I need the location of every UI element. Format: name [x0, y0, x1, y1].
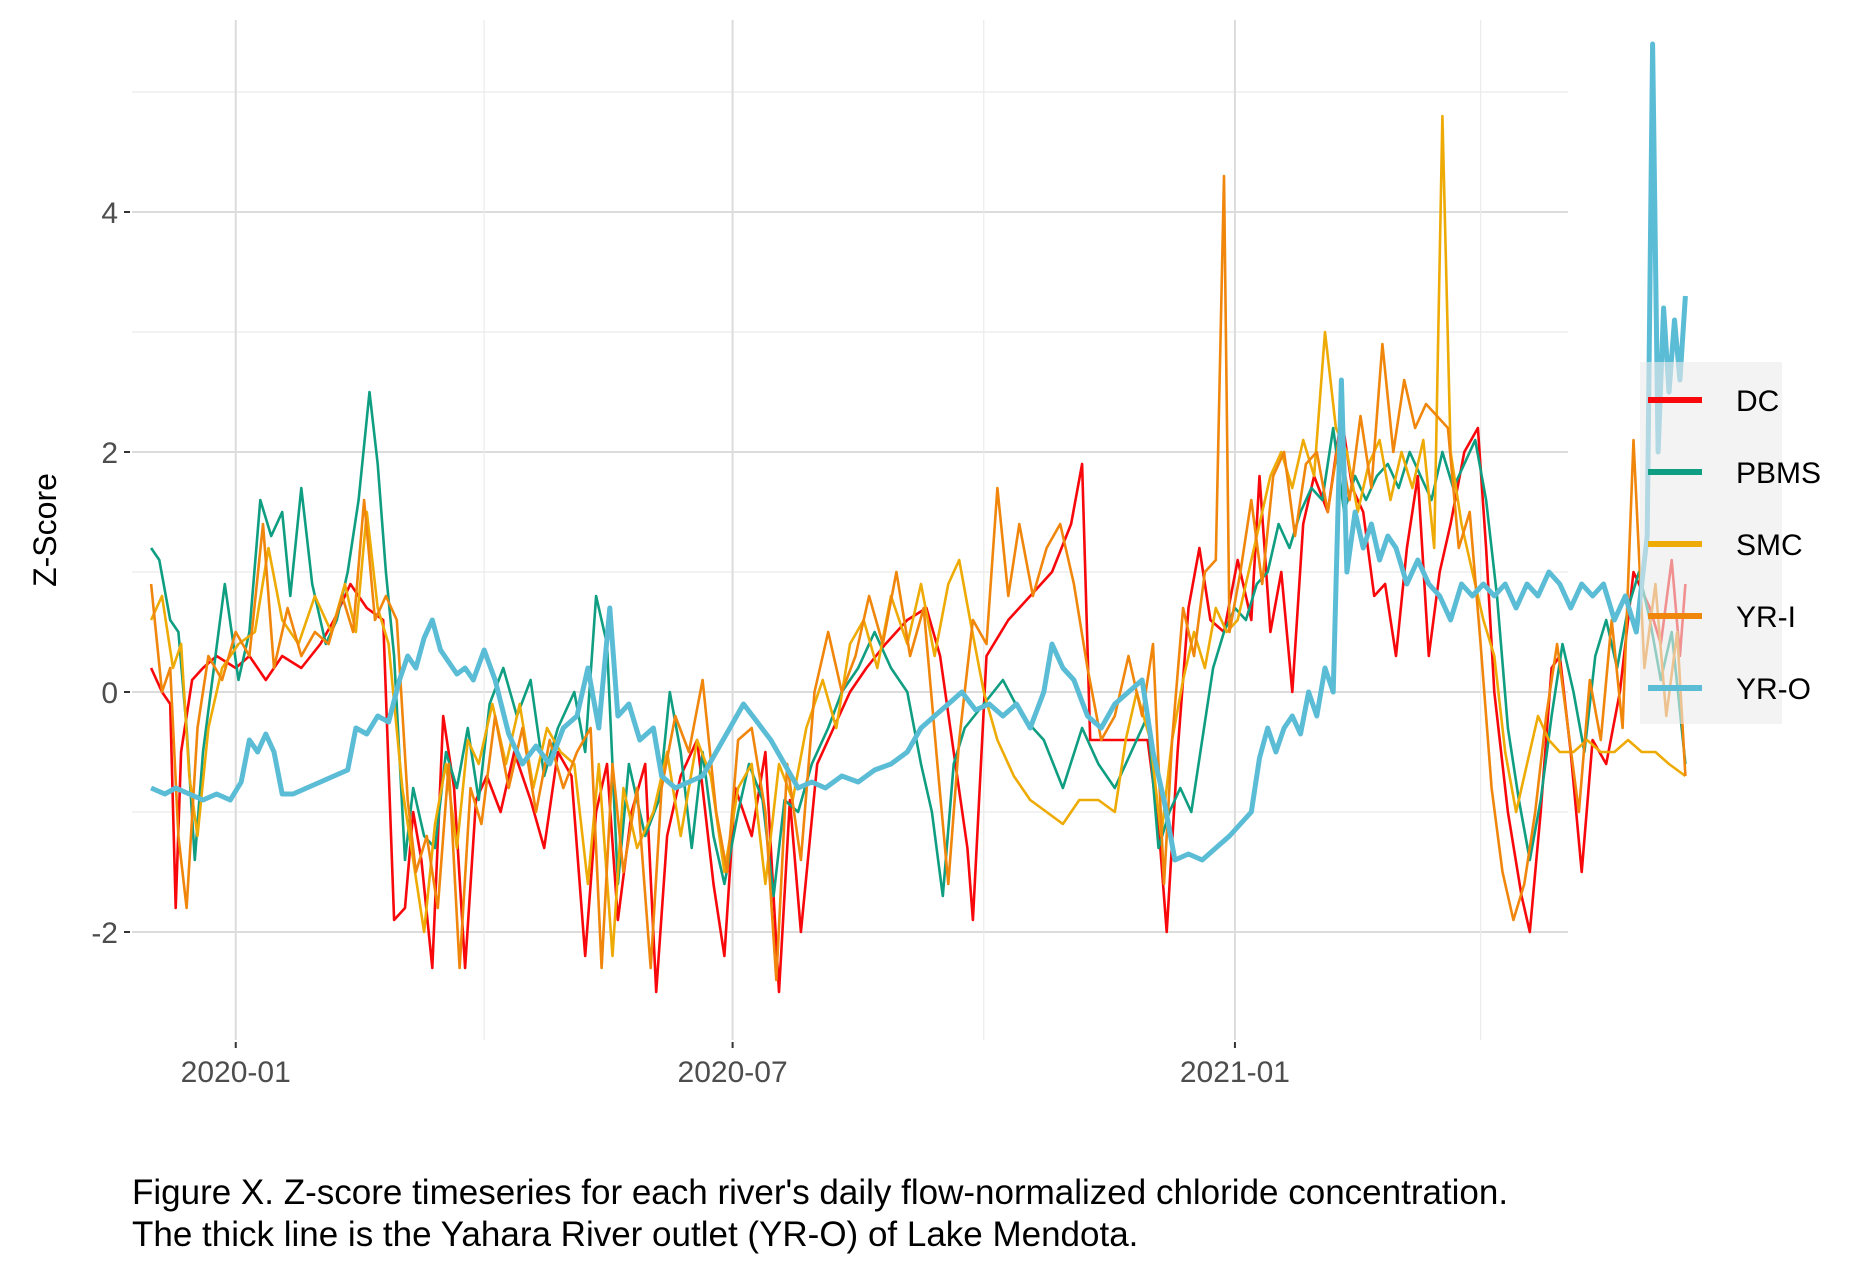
legend: DC PBMS SMC YR-I YR-O — [1640, 362, 1821, 724]
y-tick-label: 4 — [101, 197, 118, 230]
series-line-pbms — [150, 390, 1687, 898]
series-line-yr-o — [150, 41, 1688, 863]
x-tick-label: 2021-01 — [1180, 1056, 1290, 1089]
series-lines — [149, 41, 1688, 994]
y-tick-label: 2 — [101, 437, 118, 470]
axes: Z-Score -2 0 2 4 2020-01 2020-07 2021-01 — [27, 197, 1290, 1089]
y-tick-label: 0 — [101, 677, 118, 710]
legend-label-pbms: PBMS — [1736, 457, 1821, 490]
x-tick-label: 2020-07 — [678, 1056, 788, 1089]
series-line-yr-i — [149, 174, 1687, 982]
x-tick-label: 2020-01 — [181, 1056, 291, 1089]
figure-caption: Figure X. Z-score timeseries for each ri… — [132, 1172, 1508, 1256]
legend-label-smc: SMC — [1736, 529, 1803, 562]
caption-line-1: Figure X. Z-score timeseries for each ri… — [132, 1173, 1509, 1212]
legend-label-dc: DC — [1736, 385, 1779, 418]
legend-label-yr-i: YR-I — [1736, 601, 1796, 634]
y-tick-label: -2 — [91, 917, 118, 950]
caption-line-2: The thick line is the Yahara River outle… — [132, 1215, 1139, 1254]
series-line-smc — [149, 114, 1687, 958]
y-axis-title: Z-Score — [27, 473, 63, 587]
legend-label-yr-o: YR-O — [1736, 673, 1811, 706]
